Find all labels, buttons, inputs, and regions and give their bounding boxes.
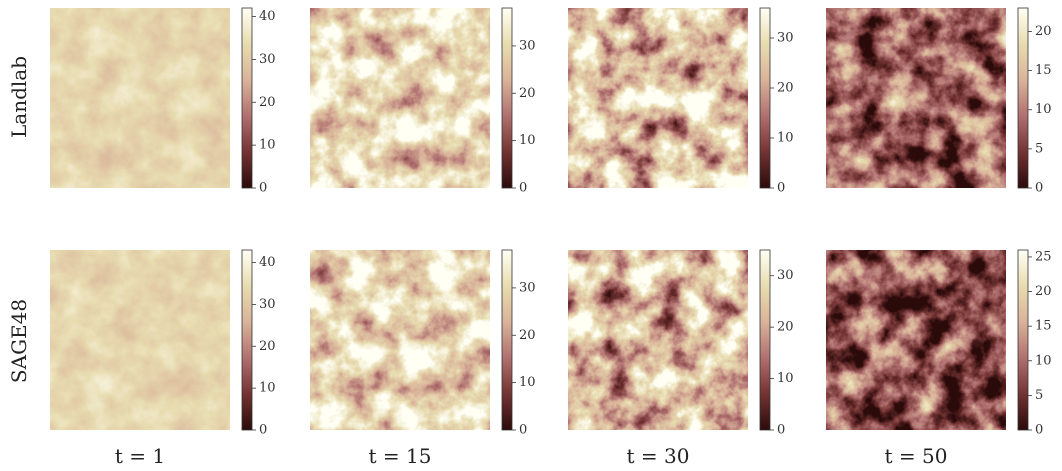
colorbar-tick-label: 20 — [777, 81, 794, 96]
colorbar-tick-label: 30 — [259, 297, 276, 312]
colorbar-tick-label: 0 — [519, 423, 527, 438]
colorbar — [241, 7, 253, 189]
elevation-map — [568, 8, 748, 188]
colorbar-tick-label: 0 — [259, 181, 267, 196]
elevation-map — [826, 250, 1006, 430]
colorbar-tick-label: 20 — [1035, 24, 1052, 39]
colorbar-tick-label: 10 — [259, 381, 276, 396]
colorbar — [501, 7, 513, 189]
colorbar — [1017, 249, 1029, 431]
elevation-map — [568, 250, 748, 430]
colorbar-tick-label: 15 — [1035, 63, 1052, 78]
colorbar-tick-label: 20 — [519, 328, 536, 343]
colorbar-tick-label: 5 — [1035, 141, 1043, 156]
colorbar-tick-label: 10 — [1035, 353, 1052, 368]
column-label: t = 1 — [115, 444, 165, 468]
row-label: SAGE48 — [7, 299, 31, 383]
elevation-map — [310, 8, 490, 188]
colorbar-tick-label: 40 — [259, 9, 276, 24]
colorbar-tick-label: 10 — [519, 133, 536, 148]
colorbar-tick-label: 20 — [1035, 284, 1052, 299]
colorbar — [501, 249, 513, 431]
elevation-map — [310, 250, 490, 430]
colorbar-tick-label: 30 — [777, 268, 794, 283]
colorbar-tick-label: 30 — [777, 31, 794, 46]
colorbar-tick-label: 0 — [1035, 423, 1043, 438]
colorbar-tick-label: 0 — [519, 181, 527, 196]
colorbar-tick-label: 40 — [259, 255, 276, 270]
colorbar — [759, 7, 771, 189]
elevation-map — [826, 8, 1006, 188]
colorbar — [759, 249, 771, 431]
colorbar-tick-label: 10 — [259, 138, 276, 153]
colorbar-tick-label: 0 — [1035, 181, 1043, 196]
colorbar-tick-label: 10 — [777, 131, 794, 146]
colorbar-tick-label: 20 — [259, 339, 276, 354]
colorbar-tick-label: 30 — [519, 280, 536, 295]
colorbar-tick-label: 0 — [777, 181, 785, 196]
colorbar-tick-label: 0 — [777, 423, 785, 438]
elevation-map — [50, 8, 230, 188]
colorbar-tick-label: 15 — [1035, 319, 1052, 334]
colorbar-tick-label: 20 — [259, 95, 276, 110]
column-label: t = 30 — [627, 444, 690, 468]
elevation-map — [50, 250, 230, 430]
column-label: t = 50 — [885, 444, 948, 468]
colorbar-tick-label: 10 — [519, 375, 536, 390]
colorbar — [1017, 7, 1029, 189]
colorbar-tick-label: 10 — [1035, 102, 1052, 117]
colorbar-tick-label: 20 — [777, 320, 794, 335]
colorbar-tick-label: 30 — [519, 38, 536, 53]
column-label: t = 15 — [369, 444, 432, 468]
colorbar-tick-label: 5 — [1035, 388, 1043, 403]
colorbar-tick-label: 25 — [1035, 249, 1052, 264]
colorbar — [241, 249, 253, 431]
row-label: Landlab — [7, 56, 31, 138]
colorbar-tick-label: 20 — [519, 86, 536, 101]
colorbar-tick-label: 0 — [259, 423, 267, 438]
colorbar-tick-label: 10 — [777, 371, 794, 386]
colorbar-tick-label: 30 — [259, 52, 276, 67]
